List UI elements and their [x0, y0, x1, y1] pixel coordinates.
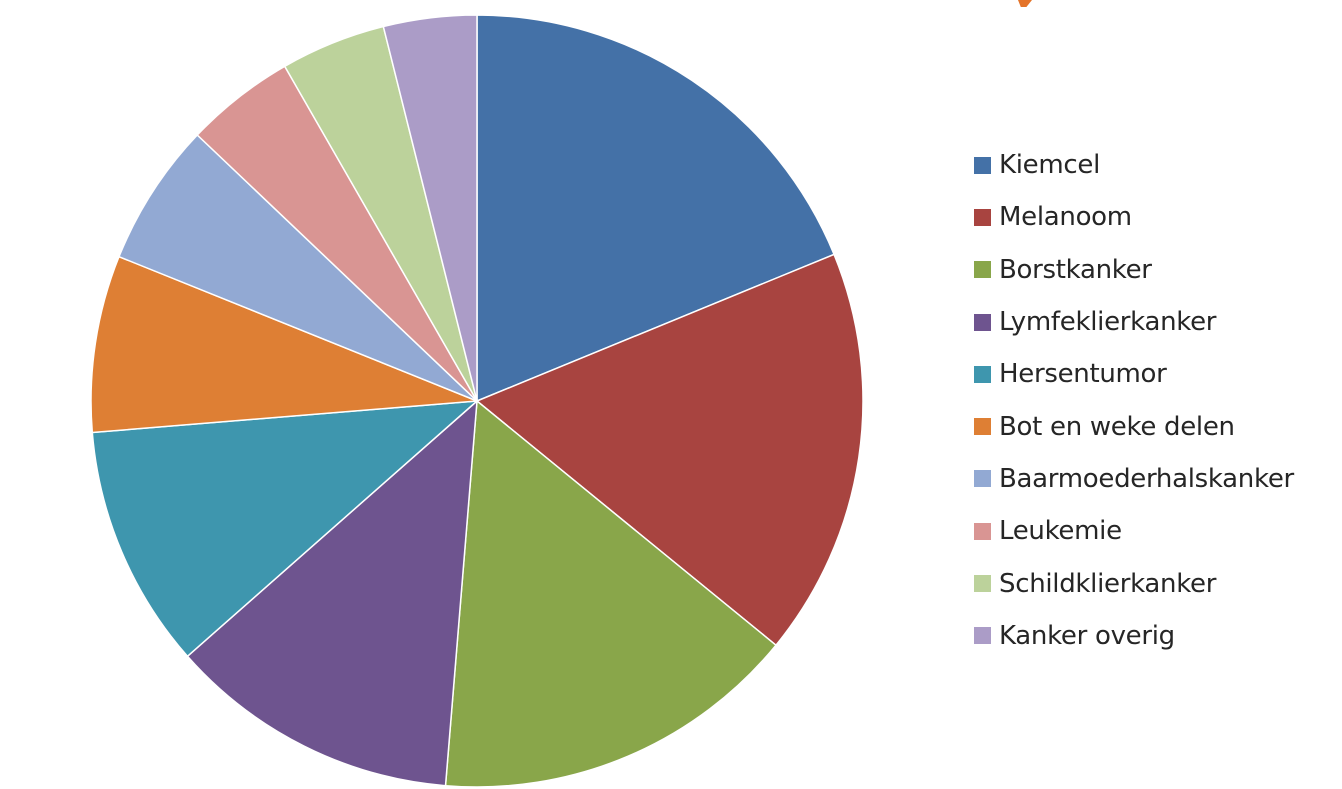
- legend-label: Bot en weke delen: [999, 411, 1235, 442]
- legend-label: Hersentumor: [999, 359, 1167, 390]
- legend-label: Baarmoederhalskanker: [999, 463, 1294, 494]
- legend-item: Leukemie: [974, 505, 1342, 557]
- legend-label: Lymfeklierkanker: [999, 307, 1217, 338]
- legend-swatch: [974, 522, 991, 540]
- legend-swatch: [974, 627, 991, 645]
- legend: Kiemcel Melanoom Borstkanker Lymfeklierkank…: [974, 139, 1342, 662]
- legend-item: Lymfeklierkanker: [974, 296, 1342, 348]
- legend-item: Borstkanker: [974, 244, 1342, 296]
- legend-swatch: [974, 365, 991, 383]
- pie-slice-baarmoederhalskanker: [118, 133, 478, 402]
- pie-slice-kiemcel: [476, 14, 836, 403]
- legend-label: Melanoom: [999, 202, 1132, 233]
- legend-item: Melanoom: [974, 191, 1342, 243]
- legend-label: Schildklierkanker: [999, 568, 1217, 599]
- legend-label: Kanker overig: [999, 620, 1175, 651]
- legend-swatch: [974, 575, 991, 593]
- pie-slice-kanker-overig: [382, 14, 478, 402]
- legend-item: Hersentumor: [974, 348, 1342, 400]
- pie-slice-bot-en-weke-delen: [90, 255, 478, 434]
- pie-slice-melanoom: [475, 253, 864, 647]
- legend-swatch: [974, 208, 991, 226]
- legend-item: Bot en weke delen: [974, 400, 1342, 452]
- pie-slice-borstkanker: [444, 399, 778, 788]
- legend-swatch: [974, 418, 991, 436]
- legend-item: Baarmoederhalskanker: [974, 453, 1342, 505]
- legend-swatch: [974, 156, 991, 174]
- legend-label: Kiemcel: [999, 150, 1101, 181]
- legend-swatch: [974, 313, 991, 331]
- legend-label: Leukemie: [999, 516, 1122, 547]
- pie-slices: [90, 14, 864, 788]
- legend-item: Kiemcel: [974, 139, 1342, 191]
- legend-item: Schildklierkanker: [974, 557, 1342, 609]
- legend-label: Borstkanker: [999, 254, 1152, 285]
- legend-swatch: [974, 470, 991, 488]
- pie-slice-lymfeklierkanker: [186, 399, 478, 787]
- pie-slice-hersentumor: [91, 400, 480, 658]
- legend-swatch: [974, 261, 991, 279]
- top-orange-mark: [1018, 0, 1032, 7]
- legend-item: Kanker overig: [974, 610, 1342, 662]
